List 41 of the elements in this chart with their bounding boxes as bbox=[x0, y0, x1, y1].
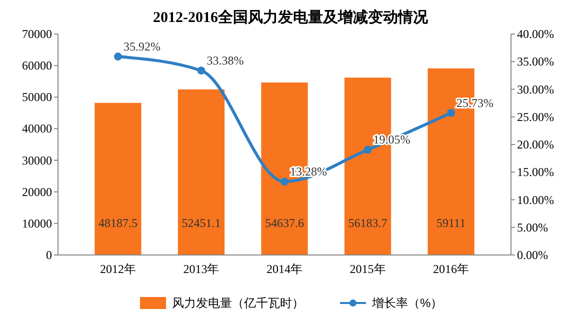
x-tick-label: 2015年 bbox=[350, 262, 386, 276]
data-label: 56183.7 bbox=[348, 216, 388, 230]
y2-tick-label: 5.00% bbox=[517, 220, 548, 234]
data-label: 33.38% bbox=[206, 54, 244, 68]
y2-tick-label: 0.00% bbox=[517, 248, 548, 262]
data-label: 48187.5 bbox=[98, 216, 138, 230]
y2-tick-label: 10.00% bbox=[517, 192, 554, 207]
data-label: 59111 bbox=[436, 216, 466, 230]
data-label: 52451.1 bbox=[182, 216, 221, 230]
data-label: 54637.6 bbox=[265, 216, 304, 230]
y2-tick-label: 30.00% bbox=[517, 82, 554, 96]
y-tick-label: 40000 bbox=[22, 122, 52, 136]
legend-label: 风力发电量（亿千瓦时） bbox=[172, 296, 304, 310]
bar bbox=[94, 102, 142, 255]
chart-title: 2012-2016全国风力发电量及增减变动情况 bbox=[153, 8, 429, 26]
y2-tick-label: 15.00% bbox=[517, 165, 554, 180]
y2-tick-label: 25.00% bbox=[517, 110, 554, 124]
y2-tick-label: 40.00% bbox=[517, 27, 554, 41]
y-tick-label: 60000 bbox=[22, 58, 52, 73]
x-tick-label: 2014年 bbox=[266, 262, 302, 276]
y-tick-label: 20000 bbox=[22, 184, 52, 199]
data-label: 35.92% bbox=[123, 40, 160, 54]
point bbox=[364, 146, 372, 154]
y2-tick-label: 20.00% bbox=[517, 138, 554, 152]
y2-tick-label: 35.00% bbox=[517, 54, 554, 69]
data-label: 19.05% bbox=[373, 132, 410, 147]
x-tick-label: 2016年 bbox=[433, 262, 470, 276]
data-label: 13.28% bbox=[290, 164, 327, 179]
x-tick-label: 2013年 bbox=[183, 262, 220, 276]
legend-label: 增长率（%） bbox=[371, 296, 443, 310]
y-tick-label: 30000 bbox=[22, 153, 52, 168]
point bbox=[197, 66, 206, 75]
y-tick-label: 50000 bbox=[22, 90, 52, 104]
y-tick-label: 10000 bbox=[22, 216, 52, 230]
bar bbox=[178, 89, 225, 255]
point bbox=[280, 178, 288, 186]
x-tick-label: 2012年 bbox=[100, 262, 136, 276]
point bbox=[114, 52, 122, 61]
y-tick-label: 70000 bbox=[22, 27, 52, 41]
point bbox=[447, 108, 456, 117]
y-tick-label: 0 bbox=[46, 248, 52, 262]
